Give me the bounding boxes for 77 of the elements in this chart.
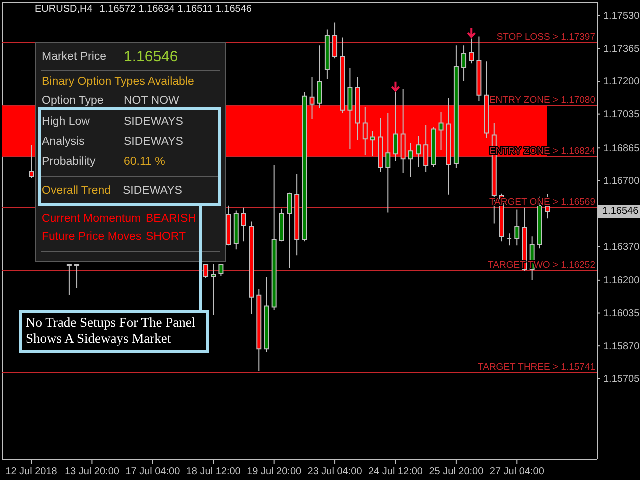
candlestick: [218, 264, 224, 277]
chart-subtitle: 1.16572 1.16634 1.16511 1.16546: [100, 4, 252, 15]
ref-line-label: TARGET THREE > 1.15741: [478, 362, 596, 373]
annotation: High Low: [42, 116, 91, 128]
x-tick-label: 25 Jul 20:00: [429, 466, 484, 478]
candlestick: [476, 36, 482, 102]
y-tick-label: 1.16865: [604, 143, 640, 154]
annotation: 60.11 %: [124, 156, 166, 168]
annotation: NOT NOW: [124, 95, 180, 107]
candlestick: [302, 92, 308, 242]
y-tick-label: 1.16370: [604, 242, 640, 253]
annotation: SIDEWAYS: [124, 116, 184, 128]
candlestick: [462, 45, 467, 82]
candlestick: [514, 209, 520, 246]
x-tick-label: 27 Jul 04:00: [490, 466, 545, 478]
annotation: 1.16546: [124, 48, 178, 66]
candlestick: [507, 233, 512, 246]
annotation: Current Momentum: [42, 213, 142, 225]
candlestick: [317, 45, 322, 109]
candlestick: [287, 192, 292, 270]
candlestick: [324, 29, 330, 80]
x-tick-label: 24 Jul 12:00: [368, 466, 424, 478]
y-tick-label: 1.15705: [604, 374, 640, 386]
annotation: Overall Trend: [42, 185, 112, 197]
candlestick: [393, 92, 398, 162]
chart-title: EURUSD,H4: [35, 4, 94, 15]
candlestick: [408, 142, 414, 178]
annotation: SIDEWAYS: [124, 136, 184, 148]
candlestick: [279, 208, 284, 242]
candlestick: [211, 264, 216, 316]
candlestick: [294, 174, 300, 256]
annotation: Option Type: [42, 95, 104, 107]
text: 1.16546: [602, 206, 640, 218]
candlestick: [234, 210, 239, 250]
x-tick-label: 23 Jul 04:00: [308, 466, 363, 478]
annotation: Future Price Moves: [42, 231, 142, 243]
annotation: SIDEWAYS: [123, 185, 183, 197]
y-tick-label: 1.15870: [604, 341, 640, 352]
y-tick-label: 1.17365: [604, 44, 640, 55]
annotation: Binary Option Types Available: [42, 76, 194, 88]
ref-line-label: STOP LOSS > 1.17397: [496, 32, 596, 43]
annotation: BEARISH: [146, 213, 196, 225]
y-tick-label: 1.16700: [604, 176, 640, 188]
candlestick: [66, 264, 72, 296]
candlestick: [249, 221, 254, 315]
candlestick: [348, 68, 353, 150]
x-tick-label: 18 Jul 12:00: [186, 466, 242, 478]
y-tick-label: 1.16035: [604, 308, 640, 320]
candlestick: [332, 22, 338, 60]
annotation: Probability: [42, 156, 96, 168]
candlestick: [226, 205, 232, 246]
candlestick: [416, 136, 421, 168]
candlestick: [241, 207, 246, 242]
y-tick-label: 1.16200: [604, 276, 640, 287]
y-tick-label: 1.17530: [604, 11, 640, 22]
x-tick-label: 13 Jul 20:00: [64, 466, 120, 478]
y-tick-label: 1.17035: [604, 110, 640, 121]
candlestick: [469, 38, 474, 64]
candlestick: [438, 112, 444, 151]
candlestick: [454, 45, 459, 169]
x-tick-label: 12 Jul 2018: [6, 466, 58, 478]
candlestick: [264, 276, 270, 353]
annotation: Market Price: [42, 51, 107, 63]
candlestick: [204, 264, 209, 279]
candlestick: [74, 264, 80, 289]
x-tick-label: 19 Jul 20:00: [247, 466, 302, 478]
candlestick: [272, 164, 277, 311]
ref-line-label: ENTRY ZONE > 1.17080: [489, 95, 596, 106]
candlestick: [431, 126, 436, 168]
candlestick: [386, 112, 391, 214]
annotation: Analysis: [42, 136, 86, 148]
y-tick-label: 1.17200: [604, 76, 640, 88]
x-tick-label: 17 Jul 04:00: [126, 466, 181, 478]
candlestick: [370, 130, 376, 157]
candlestick: [256, 288, 262, 372]
annotation: SHORT: [146, 231, 186, 243]
annotation: No Trade Setups For The Panel Shows A Sideways Market: [26, 314, 196, 346]
